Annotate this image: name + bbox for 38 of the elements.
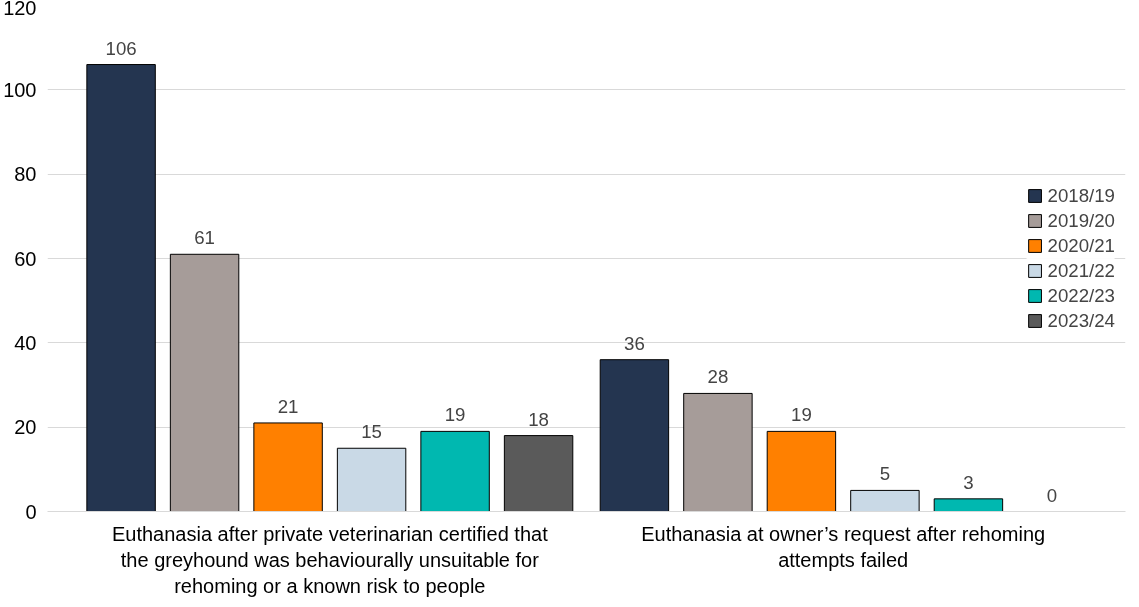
data-label: 15 <box>361 421 382 443</box>
bar <box>850 489 920 512</box>
y-tick-label: 40 <box>14 331 37 354</box>
legend-label: 2020/21 <box>1047 234 1115 257</box>
bar <box>336 447 407 512</box>
legend-label: 2021/22 <box>1047 259 1115 282</box>
y-tick-label: 100 <box>3 78 37 101</box>
data-label: 28 <box>707 366 729 388</box>
data-label: 61 <box>194 227 215 249</box>
legend-label: 2018/19 <box>1047 184 1115 207</box>
data-label: 19 <box>444 404 466 426</box>
bar <box>86 64 156 512</box>
legend-label: 2023/24 <box>1047 309 1115 332</box>
data-label: 18 <box>528 408 549 430</box>
legend-label: 2022/23 <box>1047 284 1115 307</box>
data-label: 36 <box>624 332 645 354</box>
y-tick-label: 0 <box>25 500 37 523</box>
data-label: 19 <box>791 404 812 426</box>
data-label: 3 <box>963 471 974 493</box>
x-tick-label: Euthanasia at owner’s request after rehoming attempts failed <box>641 522 1046 571</box>
bar <box>503 435 574 512</box>
data-label: 5 <box>879 463 891 485</box>
data-label: 0 <box>1046 484 1058 506</box>
data-label: 106 <box>105 37 137 59</box>
bar <box>253 422 323 512</box>
y-tick-label: 120 <box>3 0 37 19</box>
x-tick-label: Euthanasia after private veterinarian certified that the greyhound was behaviourally unsuitable for rehoming or a known risk to people <box>111 522 549 598</box>
y-tick-label: 80 <box>14 163 37 186</box>
bar <box>683 392 753 512</box>
bar <box>933 498 1004 512</box>
bar <box>420 430 490 512</box>
bar <box>599 359 670 512</box>
bar <box>766 430 837 512</box>
data-label: 21 <box>277 395 299 417</box>
y-tick-label: 60 <box>14 247 37 270</box>
bar <box>169 253 240 512</box>
legend-label: 2019/20 <box>1047 209 1115 232</box>
y-tick-label: 20 <box>14 416 37 439</box>
